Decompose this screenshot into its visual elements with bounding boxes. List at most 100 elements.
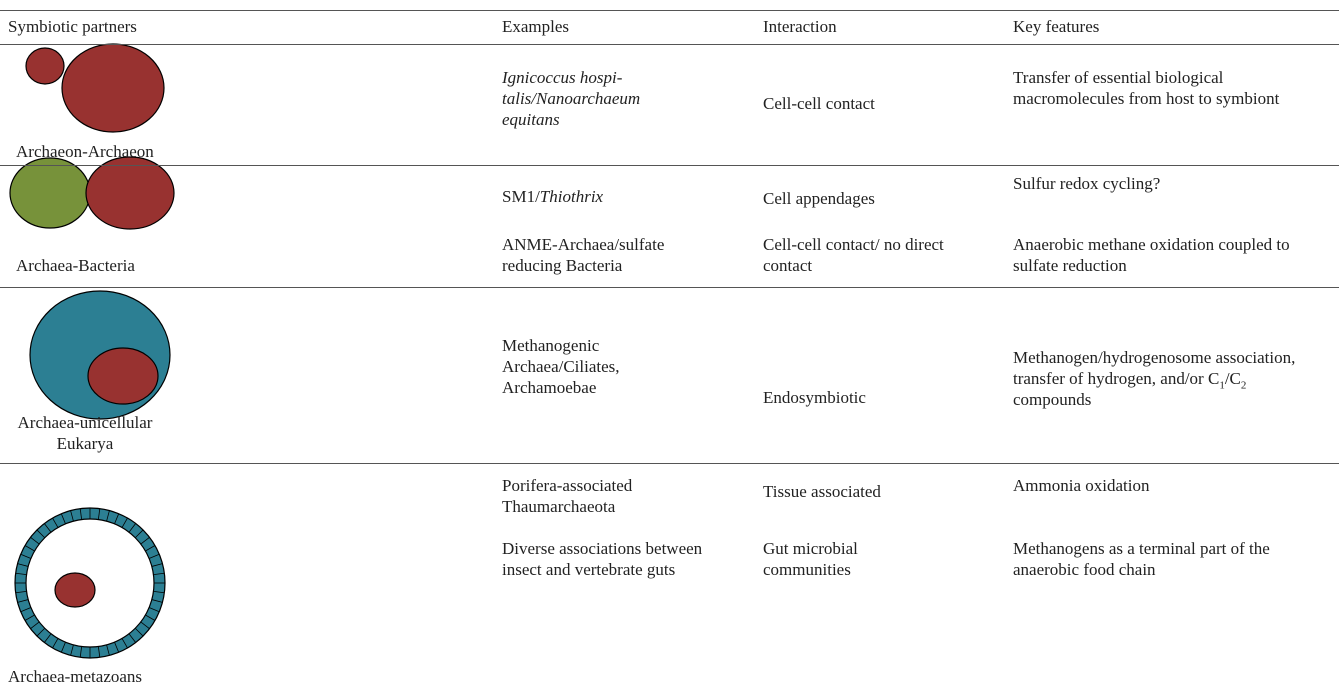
text-part: /C	[1224, 369, 1241, 388]
segment	[153, 572, 165, 576]
segment	[106, 644, 110, 656]
segment	[30, 537, 40, 545]
rule	[0, 287, 1339, 288]
examples: Methanogenic Archaea/Ciliates, Archamoeb…	[502, 335, 677, 398]
text-part: compounds	[1013, 390, 1092, 409]
text-part: Diverse associations between insect and …	[502, 539, 703, 579]
segment	[17, 599, 29, 603]
segment	[79, 508, 83, 520]
ring-segments	[15, 508, 165, 658]
text-part: Thiothrix	[539, 187, 604, 206]
segment	[121, 517, 128, 528]
text-part: Methanogenic Archaea/Ciliates, Archamoeb…	[502, 336, 620, 397]
rule	[0, 44, 1339, 45]
segment	[151, 563, 163, 567]
segment	[24, 545, 35, 552]
segment	[114, 641, 120, 653]
text-part: Ignicoccus hospi-talis/Nanoarchaeum equi…	[502, 68, 641, 129]
segment	[30, 621, 40, 629]
segment	[60, 513, 66, 525]
text-part: Ammonia oxidation	[1013, 476, 1150, 495]
examples: Diverse associations between insect and …	[502, 538, 707, 580]
segment	[134, 627, 144, 637]
rule	[0, 165, 1339, 166]
segment	[52, 517, 59, 528]
text-part: 2	[1240, 379, 1247, 392]
examples: SM1/Thiothrix	[502, 186, 737, 207]
interaction: Cell-cell contact/ no direct contact	[763, 235, 944, 275]
interaction: Cell appendages	[763, 189, 875, 208]
cell	[85, 156, 175, 230]
header: Symbiotic partners	[8, 17, 137, 36]
header: Examples	[502, 17, 570, 36]
segment	[145, 545, 156, 552]
segment	[121, 638, 128, 649]
text-part: Porifera-associated Thaumarchaeota	[502, 476, 633, 516]
examples: Ignicoccus hospi-talis/Nanoarchaeum equi…	[502, 67, 677, 130]
header: Interaction	[763, 17, 837, 36]
segment	[140, 621, 150, 629]
interaction: Cell-cell contact	[763, 94, 875, 113]
segment	[148, 607, 160, 613]
segment	[15, 572, 27, 576]
segment	[97, 646, 101, 658]
cell	[9, 157, 91, 229]
interaction: Endosymbiotic	[763, 388, 866, 407]
partner-label: Archaeon-Archaeon	[16, 142, 154, 161]
segment	[134, 529, 144, 539]
segment	[15, 590, 27, 594]
features: Sulfur redox cycling?	[1013, 173, 1333, 194]
segment	[17, 563, 29, 567]
cell	[87, 347, 159, 405]
partner-label: Archaea-Bacteria	[16, 256, 135, 275]
segment	[36, 529, 46, 539]
features: Methanogens as a terminal part of the an…	[1013, 538, 1323, 580]
cell	[54, 572, 96, 608]
text-part: Sulfur redox cycling?	[1013, 174, 1161, 193]
cell	[25, 47, 65, 85]
text-part: Methanogen/hydrogenosome association, tr…	[1013, 348, 1296, 388]
partner-label: Archaea-unicellular Eukarya	[17, 413, 153, 453]
segment	[153, 590, 165, 594]
interaction: Tissue associated	[763, 482, 881, 501]
rule	[0, 10, 1339, 11]
segment	[151, 599, 163, 603]
segment	[97, 508, 101, 520]
features: Anaerobic methane oxidation coupled to s…	[1013, 234, 1325, 276]
text-part: Anaerobic methane oxidation coupled to s…	[1013, 235, 1290, 275]
interaction: Gut microbial communities	[763, 539, 858, 579]
illustrations	[9, 43, 175, 659]
segment	[70, 510, 74, 522]
segment	[70, 644, 74, 656]
text-part: Methanogens as a terminal part of the an…	[1013, 539, 1270, 579]
cell	[61, 43, 165, 133]
segment	[148, 553, 160, 559]
segment	[20, 607, 32, 613]
rule	[0, 463, 1339, 464]
segment	[128, 523, 136, 533]
segment	[20, 553, 32, 559]
segment	[140, 537, 150, 545]
examples: ANME-Archaea/sulfate reducing Bacteria	[502, 234, 727, 276]
examples: Porifera-associated Thaumarchaeota	[502, 475, 702, 517]
header: Key features	[1013, 17, 1100, 36]
text-part: ANME-Archaea/sulfate reducing Bacteria	[502, 235, 665, 275]
segment	[24, 614, 35, 621]
segment	[128, 633, 136, 643]
segment	[79, 646, 83, 658]
features: Transfer of essential biological macromo…	[1013, 67, 1313, 109]
segment	[44, 633, 52, 643]
features: Methanogen/hydrogenosome association, tr…	[1013, 347, 1313, 410]
segment	[44, 523, 52, 533]
text-part: Transfer of essential biological macromo…	[1013, 68, 1280, 108]
text-part: SM1/	[502, 187, 540, 206]
features: Ammonia oxidation	[1013, 475, 1333, 496]
text-part: 1	[1219, 379, 1225, 392]
segment	[106, 510, 110, 522]
segment	[114, 513, 120, 525]
segment	[145, 614, 156, 621]
segment	[52, 638, 59, 649]
partner-label: Archaea-metazoans	[8, 667, 143, 686]
segment	[36, 627, 46, 637]
